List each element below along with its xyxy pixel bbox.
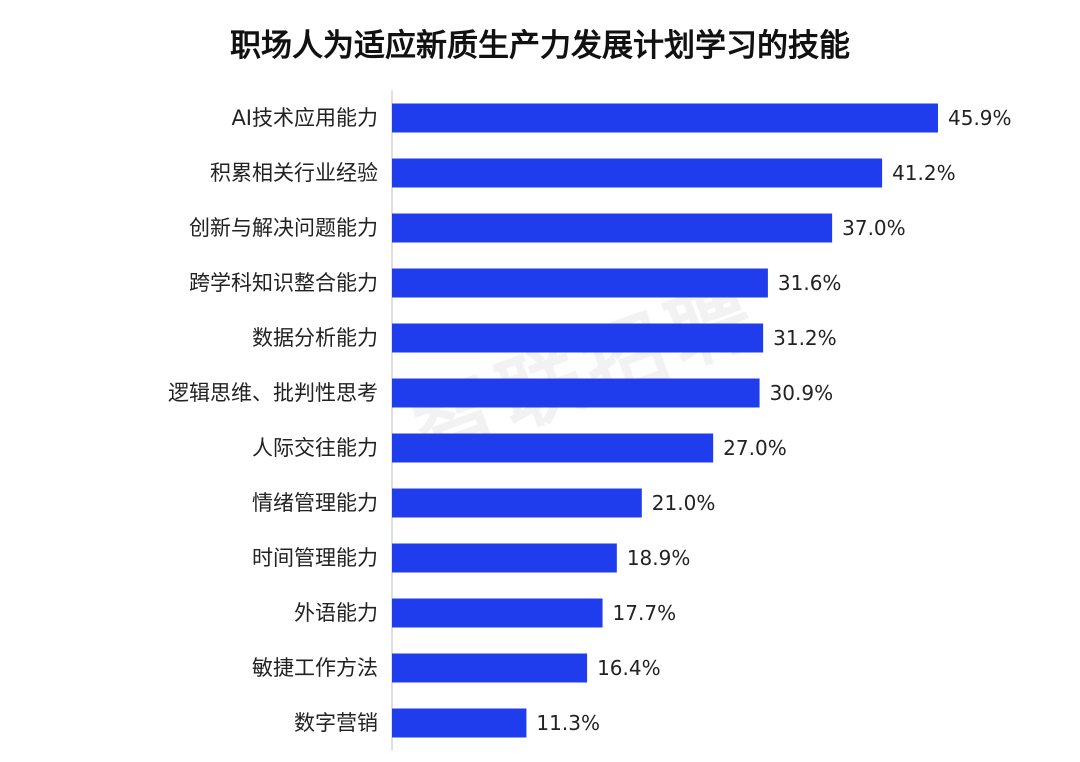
- bars-group: AI技术应用能力 45.9% 积累相关行业经验 41.2% 创新与解决问题能力 37.0%…: [168, 103, 1012, 738]
- category-label: 积累相关行业经验: [210, 161, 378, 185]
- bar: [392, 653, 588, 683]
- bar: [392, 433, 714, 463]
- bar: [392, 598, 603, 628]
- category-label: 逻辑思维、批判性思考: [168, 381, 378, 405]
- value-label: 31.2%: [773, 326, 837, 350]
- value-label: 37.0%: [842, 216, 906, 240]
- value-label: 11.3%: [536, 711, 600, 735]
- category-label: AI技术应用能力: [231, 106, 378, 130]
- bar: [392, 708, 527, 738]
- category-label: 创新与解决问题能力: [189, 216, 378, 240]
- bar: [392, 488, 642, 518]
- bar: [392, 213, 833, 243]
- value-label: 16.4%: [597, 656, 661, 680]
- category-label: 数据分析能力: [252, 326, 378, 350]
- bar: [392, 158, 883, 188]
- value-label: 21.0%: [652, 491, 716, 515]
- value-label: 31.6%: [778, 271, 842, 295]
- category-label: 外语能力: [294, 601, 378, 625]
- value-label: 30.9%: [770, 381, 834, 405]
- category-label: 人际交往能力: [252, 436, 378, 460]
- bar: [392, 323, 764, 353]
- category-label: 情绪管理能力: [252, 491, 378, 515]
- category-label: 跨学科知识整合能力: [189, 271, 378, 295]
- bar: [392, 543, 617, 573]
- value-label: 45.9%: [948, 106, 1012, 130]
- category-label: 敏捷工作方法: [252, 656, 378, 680]
- bar: [392, 103, 938, 133]
- category-label: 数字营销: [294, 711, 378, 735]
- bar: [392, 378, 760, 408]
- bar: [392, 268, 768, 298]
- category-label: 时间管理能力: [252, 546, 378, 570]
- value-label: 27.0%: [723, 436, 787, 460]
- value-label: 41.2%: [892, 161, 956, 185]
- chart-title: 职场人为适应新质生产力发展计划学习的技能: [230, 28, 850, 64]
- value-label: 17.7%: [613, 601, 677, 625]
- value-label: 18.9%: [627, 546, 691, 570]
